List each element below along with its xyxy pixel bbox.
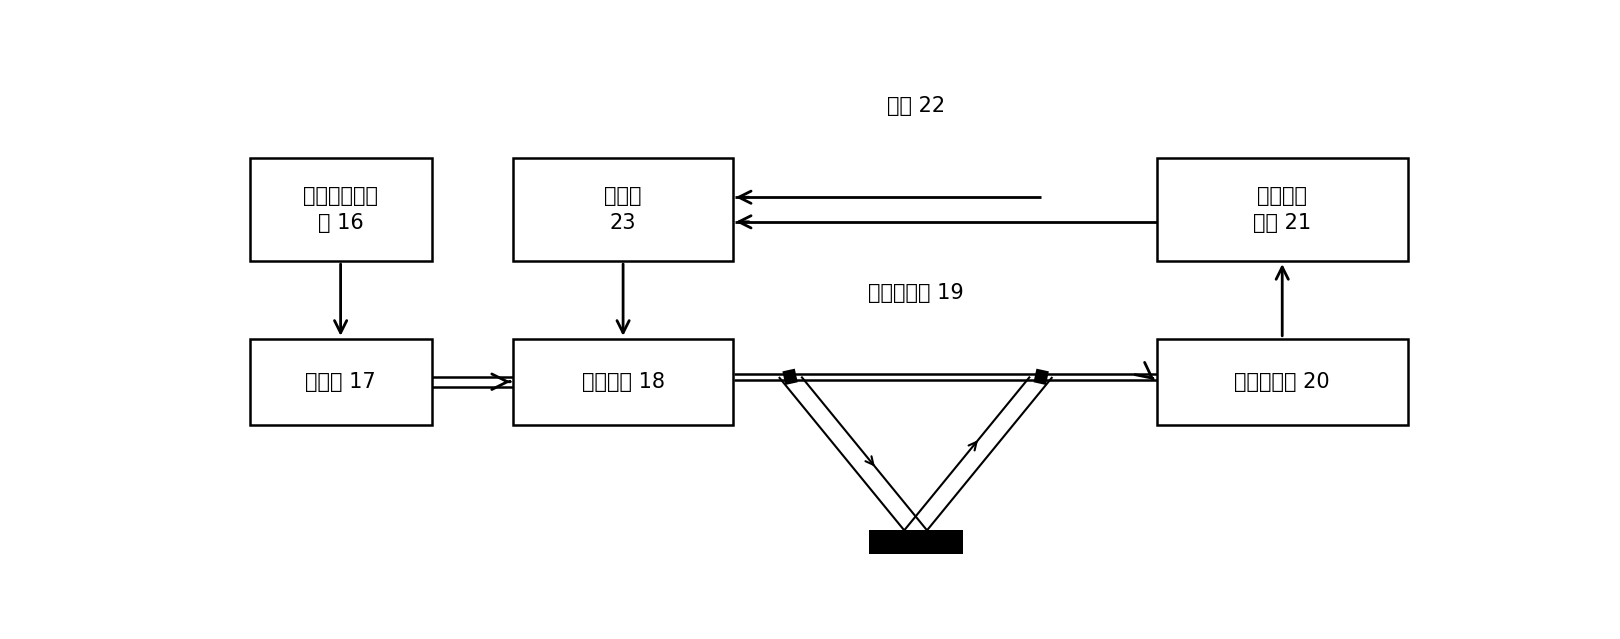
Bar <box>514 158 732 261</box>
Text: 声光开关 18: 声光开关 18 <box>582 372 664 392</box>
Bar <box>249 339 431 425</box>
Text: 激光器 17: 激光器 17 <box>305 372 376 392</box>
Text: 压电陶瓷驱动
器 16: 压电陶瓷驱动 器 16 <box>303 187 377 233</box>
Text: 光电探测器 20: 光电探测器 20 <box>1234 372 1330 392</box>
Bar <box>514 339 732 425</box>
Text: 待测谐振腔 19: 待测谐振腔 19 <box>868 283 964 303</box>
Text: 比较器
23: 比较器 23 <box>604 187 642 233</box>
Bar <box>868 530 962 554</box>
Bar <box>1157 158 1408 261</box>
Text: 阈值 22: 阈值 22 <box>886 96 944 116</box>
Bar <box>249 158 431 261</box>
Text: 数据处理
系统 21: 数据处理 系统 21 <box>1254 187 1311 233</box>
Bar <box>1157 339 1408 425</box>
